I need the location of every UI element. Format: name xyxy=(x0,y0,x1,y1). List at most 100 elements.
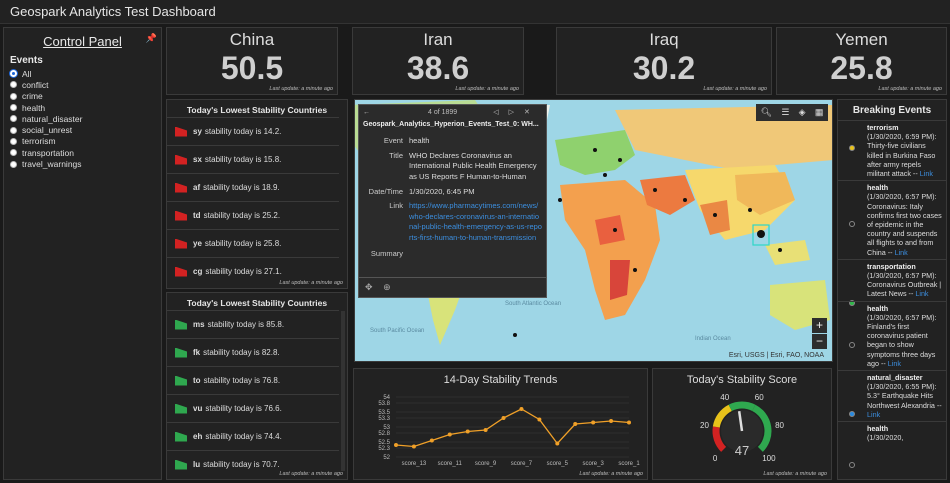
flag-icon xyxy=(175,347,187,358)
event-category: health xyxy=(867,424,889,434)
highest-stability-panel: Today's Lowest Stability Countries ms st… xyxy=(166,292,348,480)
data-point[interactable] xyxy=(627,420,631,425)
data-point[interactable] xyxy=(573,422,578,426)
radio-button[interactable] xyxy=(10,115,17,123)
data-point[interactable] xyxy=(394,443,398,447)
next-icon[interactable]: ▷ xyxy=(508,109,514,116)
map-popup: ← 4 of 1899 ◁ ▷ ✕ Geospark_Analytics_Hyp… xyxy=(358,104,547,298)
last-update: Last update: a minute ago xyxy=(279,280,343,286)
event-category: terrorism xyxy=(867,123,899,132)
last-update: Last update: a minute ago xyxy=(878,86,942,92)
flag-icon xyxy=(175,154,187,165)
data-point[interactable] xyxy=(555,441,560,446)
radio-button[interactable] xyxy=(10,81,17,89)
back-arrow-icon[interactable]: ← xyxy=(363,108,370,116)
stability-text: stability today is 25.8. xyxy=(204,239,282,248)
gauge-tick-label: 80 xyxy=(775,421,784,430)
data-point[interactable] xyxy=(519,407,524,411)
radio-button[interactable] xyxy=(10,160,17,168)
grid-icon[interactable]: ▦ xyxy=(814,107,824,117)
event-time: (1/30/2020, 6:57 PM): xyxy=(867,312,937,322)
radio-option-health[interactable]: health xyxy=(10,102,82,113)
radio-option-social-unrest[interactable]: social_unrest xyxy=(10,124,82,135)
gauge-band xyxy=(712,404,733,428)
popup-key: Link xyxy=(389,201,403,210)
move-icon[interactable]: ✥ xyxy=(365,282,373,292)
y-tick-label: 54 xyxy=(383,395,390,401)
event-text: Finland's first coronavirus patient bega… xyxy=(867,322,936,368)
x-tick-label: score_13 xyxy=(402,461,427,467)
zoom-to-icon[interactable]: ⊕ xyxy=(383,282,391,292)
radio-button[interactable] xyxy=(10,149,17,157)
radio-button[interactable] xyxy=(10,126,17,134)
lowest-stability-panel: Today's Lowest Stability Countries sy st… xyxy=(166,99,348,289)
scrollbar[interactable] xyxy=(341,311,345,471)
data-point[interactable] xyxy=(429,438,434,443)
y-tick-label: 52.5 xyxy=(378,440,390,446)
zoom-in-button[interactable]: + xyxy=(812,318,827,333)
radio-option-terrorism[interactable]: terrorism xyxy=(10,136,82,147)
data-point[interactable] xyxy=(537,417,542,422)
popup-link[interactable]: https://www.pharmacytimes.com/news/who-d… xyxy=(409,201,542,242)
data-point[interactable] xyxy=(411,444,416,449)
list-item: fk stability today is 82.8. xyxy=(167,338,339,366)
country-code: af xyxy=(193,183,201,192)
y-tick-label: 52.8 xyxy=(378,431,390,437)
radio-button[interactable] xyxy=(10,137,17,145)
search-icon[interactable]: 🔍︎ xyxy=(760,107,773,117)
event-link[interactable]: Link xyxy=(915,289,929,299)
layers-icon[interactable]: ◈ xyxy=(798,107,806,117)
close-icon[interactable]: ✕ xyxy=(523,109,530,116)
radio-button[interactable] xyxy=(10,104,17,112)
pin-icon[interactable]: 📌 xyxy=(145,33,157,43)
indicator-value: 50.5 xyxy=(220,50,284,86)
list-icon[interactable]: ☰ xyxy=(781,107,790,117)
window-title: Geospark Analytics Test Dashboard xyxy=(0,0,950,24)
popup-date: 1/30/2020, 6:45 PM xyxy=(409,186,475,196)
y-tick-label: 52 xyxy=(383,455,390,461)
data-point[interactable] xyxy=(501,416,506,420)
radio-option-natural-disaster[interactable]: natural_disaster xyxy=(10,113,82,124)
indicator-yemen: Yemen 25.8 Last update: a minute ago xyxy=(776,27,947,95)
y-tick-label: 52.3 xyxy=(378,446,390,452)
country-code: to xyxy=(193,376,201,385)
radio-label: health xyxy=(22,102,46,113)
event-marker-icon xyxy=(849,341,855,348)
data-point[interactable] xyxy=(591,420,596,425)
country-code: sx xyxy=(193,155,202,164)
radio-option-travel-warnings[interactable]: travel_warnings xyxy=(10,158,82,169)
event-link[interactable]: Link xyxy=(919,169,933,179)
radio-label: conflict xyxy=(22,79,49,90)
data-point[interactable] xyxy=(609,419,614,423)
prev-icon[interactable]: ◁ xyxy=(493,109,499,116)
ocean-label: South Atlantic Ocean xyxy=(505,301,561,307)
data-point[interactable] xyxy=(447,432,452,437)
radio-option-transportation[interactable]: transportation xyxy=(10,147,82,158)
series-line xyxy=(395,408,630,448)
event-link[interactable]: Link xyxy=(894,247,908,257)
event-time: (1/30/2020, 6:59 PM): xyxy=(867,132,937,142)
x-tick-label: score_3 xyxy=(582,461,604,467)
popup-key: Summary xyxy=(370,249,403,258)
event-link[interactable]: Link xyxy=(867,409,881,419)
gauge-needle xyxy=(737,411,744,432)
list-item: ms stability today is 85.8. xyxy=(167,310,339,338)
indicator-iraq: Iraq 30.2 Last update: a minute ago xyxy=(556,27,772,95)
radio-button[interactable] xyxy=(10,70,17,78)
country-code: cg xyxy=(193,267,203,276)
data-point[interactable] xyxy=(483,428,488,432)
popup-title-value: WHO Declares Coronavirus an Internationa… xyxy=(409,150,537,183)
radio-option-conflict[interactable]: conflict xyxy=(10,79,82,90)
radio-option-All[interactable]: All xyxy=(10,68,82,79)
indicator-name: Iran xyxy=(423,30,453,49)
selected-feature-highlight xyxy=(752,224,770,246)
zoom-out-button[interactable]: − xyxy=(812,334,827,349)
radio-option-crime[interactable]: crime xyxy=(10,91,82,102)
indicator-value: 38.6 xyxy=(406,50,470,86)
stability-text: stability today is 70.7. xyxy=(203,460,280,469)
list-item: sy stability today is 14.2. xyxy=(167,117,339,145)
event-link[interactable]: Link xyxy=(887,358,901,368)
radio-button[interactable] xyxy=(10,92,17,100)
data-point[interactable] xyxy=(465,429,470,434)
last-update: Last update: a minute ago xyxy=(279,471,343,477)
